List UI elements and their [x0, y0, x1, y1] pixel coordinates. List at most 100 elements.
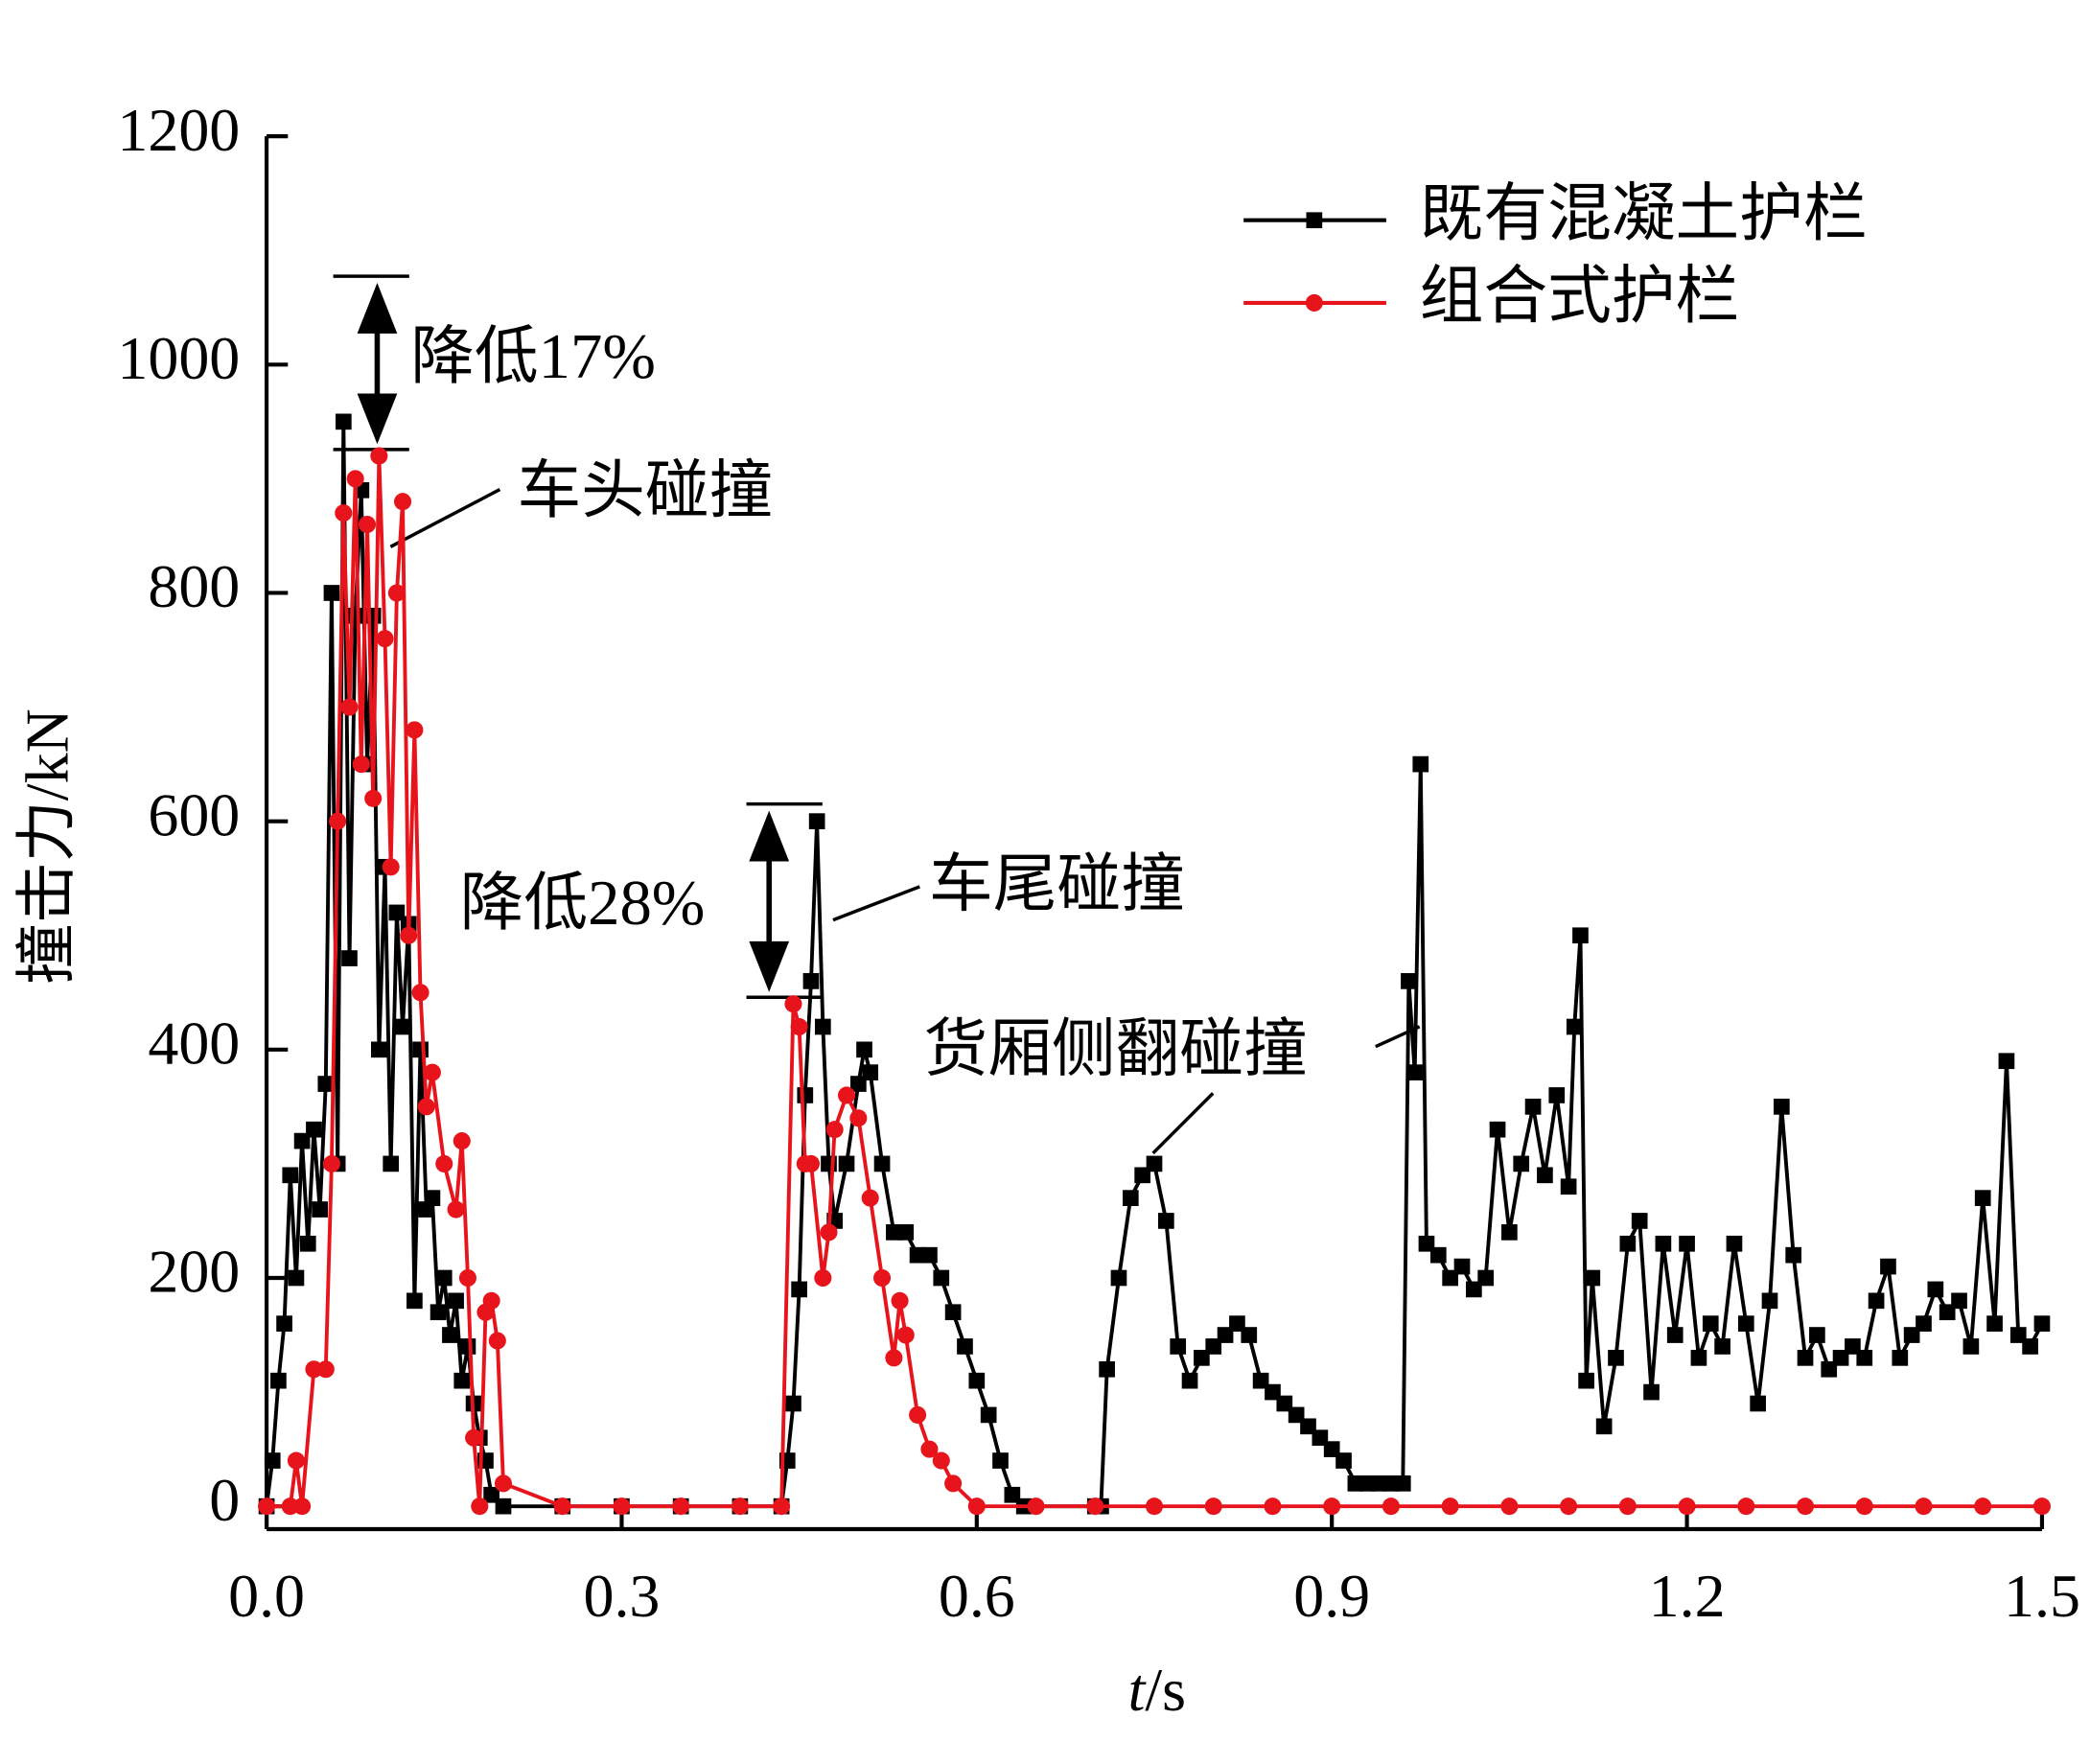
marker	[1855, 1497, 1873, 1516]
marker	[394, 493, 412, 511]
marker	[387, 584, 406, 602]
legend-label: 既有混凝土护栏	[1420, 179, 1868, 249]
marker	[258, 1497, 276, 1516]
marker	[1679, 1235, 1695, 1252]
marker	[814, 1018, 831, 1035]
series-line	[265, 419, 2044, 1509]
marker	[1578, 1372, 1594, 1389]
marker	[1809, 1327, 1825, 1343]
x-tick-label: 0.6	[939, 1562, 1015, 1630]
marker	[1382, 1497, 1400, 1516]
marker	[340, 698, 359, 716]
marker	[968, 1372, 986, 1389]
marker	[1524, 1099, 1542, 1115]
marker	[435, 1269, 453, 1287]
marker	[1690, 1350, 1707, 1366]
marker	[1264, 1497, 1282, 1516]
marker	[352, 755, 370, 774]
marker	[288, 1269, 305, 1287]
marker	[1986, 1315, 2003, 1332]
y-tick-label: 800	[148, 552, 240, 620]
annotation: 降低17%	[410, 322, 656, 392]
marker	[801, 1154, 821, 1172]
x-axis-symbol: t	[1128, 1655, 1148, 1723]
marker	[1560, 1497, 1578, 1516]
marker	[1974, 1497, 1992, 1516]
marker	[773, 1497, 791, 1516]
annotation: 车尾碰撞	[929, 849, 1185, 919]
marker	[341, 950, 358, 966]
marker	[1608, 1350, 1624, 1366]
marker	[849, 1109, 868, 1127]
marker	[1241, 1327, 1258, 1343]
marker	[1737, 1497, 1755, 1516]
marker	[471, 1497, 489, 1516]
leader-line	[1151, 1092, 1215, 1155]
marker	[488, 1332, 506, 1350]
marker	[1429, 1246, 1447, 1264]
marker	[1027, 1497, 1045, 1516]
marker	[448, 1292, 464, 1310]
marker	[347, 607, 363, 624]
marker	[1170, 1338, 1187, 1355]
y-tick-label: 0	[209, 1466, 240, 1534]
marker	[383, 1155, 400, 1172]
marker	[1477, 1269, 1495, 1287]
marker	[382, 858, 400, 876]
marker	[1584, 1269, 1601, 1287]
marker	[346, 470, 364, 488]
marker	[1916, 1315, 1932, 1332]
marker	[417, 1098, 435, 1116]
legend-label: 组合式护栏	[1420, 262, 1740, 332]
marker	[802, 973, 820, 989]
marker	[322, 1154, 341, 1172]
x-tick-label: 0.9	[1293, 1562, 1370, 1630]
marker	[885, 1349, 903, 1367]
marker	[1110, 1269, 1127, 1287]
y-tick-label: 1200	[117, 96, 240, 164]
marker	[861, 1189, 879, 1207]
leader-line	[832, 885, 920, 922]
marker	[1666, 1327, 1684, 1343]
marker	[1796, 1497, 1815, 1516]
marker	[323, 585, 340, 601]
series-markers	[258, 447, 2051, 1516]
marker	[1560, 1178, 1577, 1195]
x-tick-label: 1.5	[2004, 1562, 2080, 1630]
y-axis-label: 撞击力/kN	[12, 708, 81, 985]
marker	[1951, 1292, 1967, 1310]
marker	[1335, 1452, 1352, 1469]
marker	[370, 447, 388, 465]
marker	[276, 1315, 292, 1332]
marker	[825, 1121, 844, 1139]
marker	[494, 1474, 513, 1493]
y-tick-label: 1000	[117, 324, 240, 392]
marker	[411, 984, 430, 1002]
marker	[424, 1190, 441, 1206]
x-tick-label: 1.2	[1649, 1562, 1726, 1630]
marker	[1158, 1213, 1174, 1229]
arrow-head	[357, 283, 398, 445]
marker	[944, 1474, 963, 1493]
marker	[1655, 1235, 1672, 1252]
marker	[967, 1497, 986, 1516]
marker	[293, 1497, 312, 1516]
marker	[613, 1497, 631, 1516]
marker	[394, 1018, 411, 1035]
marker	[358, 515, 377, 534]
marker	[1406, 1064, 1423, 1080]
legend-marker	[1305, 293, 1323, 312]
marker	[270, 1372, 287, 1389]
marker	[1441, 1497, 1459, 1516]
annotation: 车头碰撞	[517, 456, 773, 526]
marker	[672, 1497, 690, 1516]
marker	[1513, 1155, 1530, 1172]
marker	[412, 1041, 429, 1058]
marker	[1394, 1475, 1411, 1492]
marker	[1998, 1053, 2015, 1070]
marker	[932, 1451, 950, 1470]
marker	[1099, 1360, 1115, 1378]
y-tick-label: 600	[148, 780, 240, 848]
marker	[1145, 1497, 1164, 1516]
